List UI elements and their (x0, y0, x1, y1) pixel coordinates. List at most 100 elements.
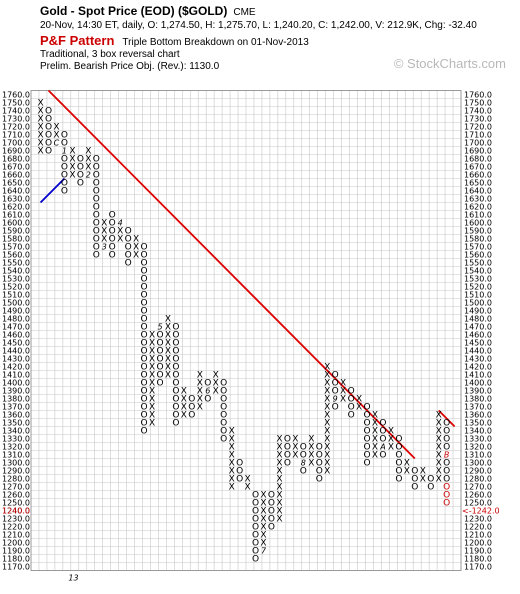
pf-o-box: O (443, 443, 450, 453)
y-tick-label-left: 1290.0 (2, 467, 30, 476)
pf-o-box: O (220, 395, 227, 405)
y-tick-label-left: 1520.0 (2, 283, 30, 292)
pf-o-box: O (252, 523, 259, 533)
pf-o-box: O (141, 395, 148, 405)
pf-o-box: O (93, 163, 100, 173)
pf-x-box: X (229, 427, 235, 437)
pf-x-box: X (149, 395, 155, 405)
y-tick-label-right: 1540.0 (464, 267, 492, 276)
pf-o-box: O (45, 115, 52, 125)
pf-o-box: O (332, 371, 339, 381)
pf-x-box: X (436, 451, 442, 461)
pf-o-box: O (93, 171, 100, 181)
pf-x-box: X (37, 131, 43, 141)
pf-o-box: O (93, 203, 100, 213)
y-tick-label-left: 1680.0 (2, 155, 30, 164)
pf-x-box: X (213, 379, 219, 389)
pf-x-box: X (133, 243, 139, 253)
pf-x-box: X (213, 387, 219, 397)
pf-o-box: O (141, 339, 148, 349)
y-tick-label-left: 1260.0 (2, 491, 30, 500)
pf-o-box: O (332, 403, 339, 413)
pf-x-box: X (117, 227, 123, 237)
pf-o-box: O (172, 355, 179, 365)
pf-x-box: X (276, 515, 282, 525)
pf-x-box: X (324, 459, 330, 469)
y-tick-label-left: 1500.0 (2, 299, 30, 308)
y-tick-label-left: 1220.0 (2, 523, 30, 532)
pf-o-box: O (93, 235, 100, 245)
pf-x-box: X (324, 371, 330, 381)
pf-x-box: X (149, 339, 155, 349)
y-tick-label-right: 1390.0 (464, 387, 492, 396)
pf-o-box: O (93, 227, 100, 237)
pf-x-box: X (292, 435, 298, 445)
pf-x-box: X (436, 443, 442, 453)
pf-month-marker: 4 (118, 219, 123, 228)
y-tick-label-right: 1590.0 (464, 227, 492, 236)
pf-x-box: X (165, 339, 171, 349)
pattern-line: P&F Pattern Triple Bottom Breakdown on 01… (40, 33, 520, 48)
pf-x-box: X (388, 427, 394, 437)
pf-o-box: O (188, 411, 195, 421)
pf-o-box: O (141, 371, 148, 381)
pf-o-box: O (141, 315, 148, 325)
pf-o-box: O (395, 459, 402, 469)
y-tick-label-left: 1620.0 (2, 203, 30, 212)
pf-o-box: O (284, 451, 291, 461)
pf-o-box: O (109, 243, 116, 253)
pf-x-box: X (85, 155, 91, 165)
pf-o-box: O (427, 475, 434, 485)
pf-x-box: X (260, 491, 266, 501)
pf-x-box: X (324, 443, 330, 453)
pf-x-box: X (229, 475, 235, 485)
y-tick-label-right: 1740.0 (464, 107, 492, 116)
pf-x-box: X (436, 419, 442, 429)
pf-x-box: X (149, 371, 155, 381)
y-tick-label-left: 1390.0 (2, 387, 30, 396)
pf-o-box: O (141, 259, 148, 269)
pf-o-box: O (45, 139, 52, 149)
pf-x-box: X (420, 475, 426, 485)
pf-x-box: X (308, 451, 314, 461)
pf-x-box: X (436, 467, 442, 477)
y-tick-label-left: 1570.0 (2, 243, 30, 252)
y-tick-label-right: 1730.0 (464, 115, 492, 124)
y-tick-label-right: 1200.0 (464, 539, 492, 548)
pf-o-box: O (316, 459, 323, 469)
y-tick-label-right: 1330.0 (464, 435, 492, 444)
pf-o-box: O (172, 347, 179, 357)
pf-o-box: O (204, 379, 211, 389)
pf-o-box: O (443, 427, 450, 437)
pf-o-box: O (284, 459, 291, 469)
pf-x-box: X (276, 451, 282, 461)
pf-month-marker: 9 (333, 395, 338, 404)
pf-x-box: X (388, 435, 394, 445)
plot-border (30, 90, 462, 571)
pf-o-box: O (141, 411, 148, 421)
y-tick-label-right: 1580.0 (464, 235, 492, 244)
pf-x-box: X (324, 435, 330, 445)
y-tick-label-right: 1380.0 (464, 395, 492, 404)
pf-o-box: O (252, 547, 259, 557)
y-tick-label-left: 1180.0 (2, 555, 30, 564)
exchange-label: CME (233, 7, 256, 18)
y-tick-label-right: 1630.0 (464, 195, 492, 204)
pf-o-box: O (236, 459, 243, 469)
y-tick-label-right: 1510.0 (464, 291, 492, 300)
pf-x-box: X (436, 435, 442, 445)
pf-o-box: O (141, 307, 148, 317)
y-tick-label-left: 1270.0 (2, 483, 30, 492)
y-tick-label-right: 1440.0 (464, 347, 492, 356)
pf-o-box: O (141, 379, 148, 389)
y-tick-label-left: 1690.0 (2, 147, 30, 156)
y-tick-label-left: 1590.0 (2, 227, 30, 236)
pf-x-box: X (324, 387, 330, 397)
pf-o-box: O (109, 227, 116, 237)
pf-o-box: O (363, 427, 370, 437)
pf-o-box: O (141, 331, 148, 341)
pf-x-box: X (372, 427, 378, 437)
pf-x-box: X (324, 411, 330, 421)
pf-o-box: O (443, 467, 450, 477)
pf-o-box: O (363, 403, 370, 413)
